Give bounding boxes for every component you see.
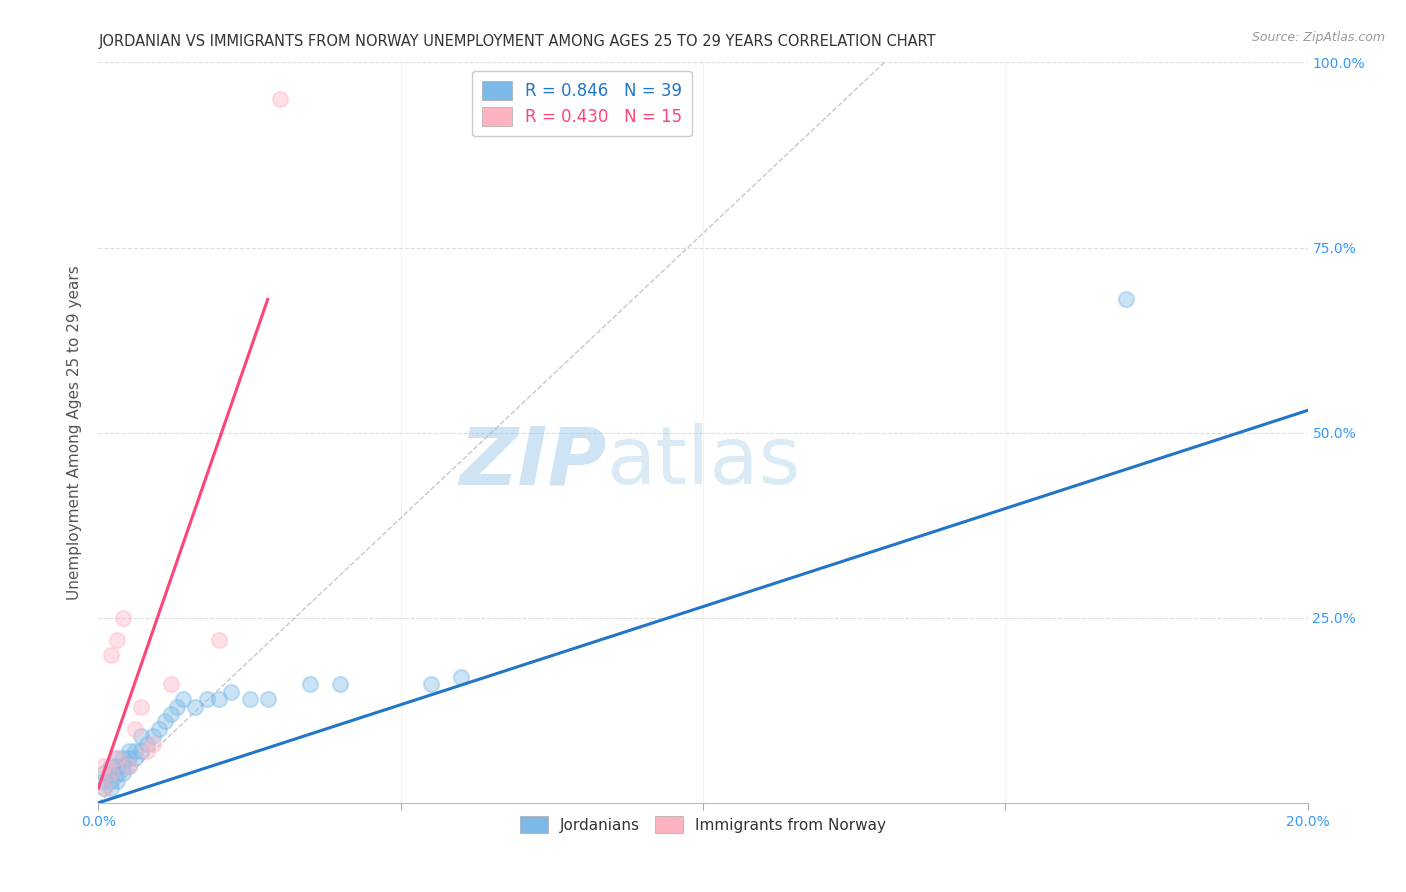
Point bbox=[166, 699, 188, 714]
Point bbox=[105, 773, 128, 788]
Point bbox=[100, 773, 122, 788]
Point bbox=[111, 758, 134, 772]
Point bbox=[124, 744, 146, 758]
Point bbox=[93, 780, 115, 795]
Point bbox=[105, 766, 128, 780]
Point bbox=[118, 758, 141, 772]
Point bbox=[450, 670, 472, 684]
Text: ZIP: ZIP bbox=[458, 423, 606, 501]
Point bbox=[256, 692, 278, 706]
Point bbox=[184, 699, 207, 714]
Point bbox=[105, 758, 128, 772]
Point bbox=[160, 706, 183, 721]
Point bbox=[269, 92, 291, 106]
Point bbox=[148, 722, 170, 736]
Point bbox=[142, 729, 165, 743]
Point bbox=[142, 737, 165, 751]
Point bbox=[118, 744, 141, 758]
Point bbox=[124, 722, 146, 736]
Text: Source: ZipAtlas.com: Source: ZipAtlas.com bbox=[1251, 31, 1385, 45]
Point bbox=[129, 729, 152, 743]
Point bbox=[153, 714, 176, 729]
Point bbox=[239, 692, 262, 706]
Point bbox=[195, 692, 218, 706]
Point bbox=[100, 766, 122, 780]
Point bbox=[100, 780, 122, 795]
Point bbox=[1115, 293, 1137, 307]
Point bbox=[93, 773, 115, 788]
Point bbox=[135, 744, 157, 758]
Point bbox=[299, 677, 322, 691]
Point bbox=[105, 751, 128, 765]
Point bbox=[93, 766, 115, 780]
Point bbox=[100, 766, 122, 780]
Point bbox=[111, 610, 134, 624]
Point bbox=[93, 758, 115, 772]
Point bbox=[129, 699, 152, 714]
Point bbox=[111, 766, 134, 780]
Legend: Jordanians, Immigrants from Norway: Jordanians, Immigrants from Norway bbox=[515, 810, 891, 839]
Point bbox=[329, 677, 352, 691]
Text: JORDANIAN VS IMMIGRANTS FROM NORWAY UNEMPLOYMENT AMONG AGES 25 TO 29 YEARS CORRE: JORDANIAN VS IMMIGRANTS FROM NORWAY UNEM… bbox=[98, 34, 936, 49]
Point bbox=[172, 692, 194, 706]
Point bbox=[105, 751, 128, 765]
Point bbox=[420, 677, 443, 691]
Point bbox=[118, 751, 141, 765]
Y-axis label: Unemployment Among Ages 25 to 29 years: Unemployment Among Ages 25 to 29 years bbox=[67, 265, 83, 600]
Point bbox=[105, 632, 128, 647]
Point bbox=[100, 648, 122, 662]
Point bbox=[221, 685, 243, 699]
Point bbox=[160, 677, 183, 691]
Point bbox=[111, 751, 134, 765]
Point bbox=[208, 692, 231, 706]
Point bbox=[100, 758, 122, 772]
Point bbox=[118, 758, 141, 772]
Text: atlas: atlas bbox=[606, 423, 800, 501]
Point bbox=[124, 751, 146, 765]
Point bbox=[208, 632, 231, 647]
Point bbox=[129, 744, 152, 758]
Point bbox=[93, 780, 115, 795]
Point bbox=[135, 737, 157, 751]
